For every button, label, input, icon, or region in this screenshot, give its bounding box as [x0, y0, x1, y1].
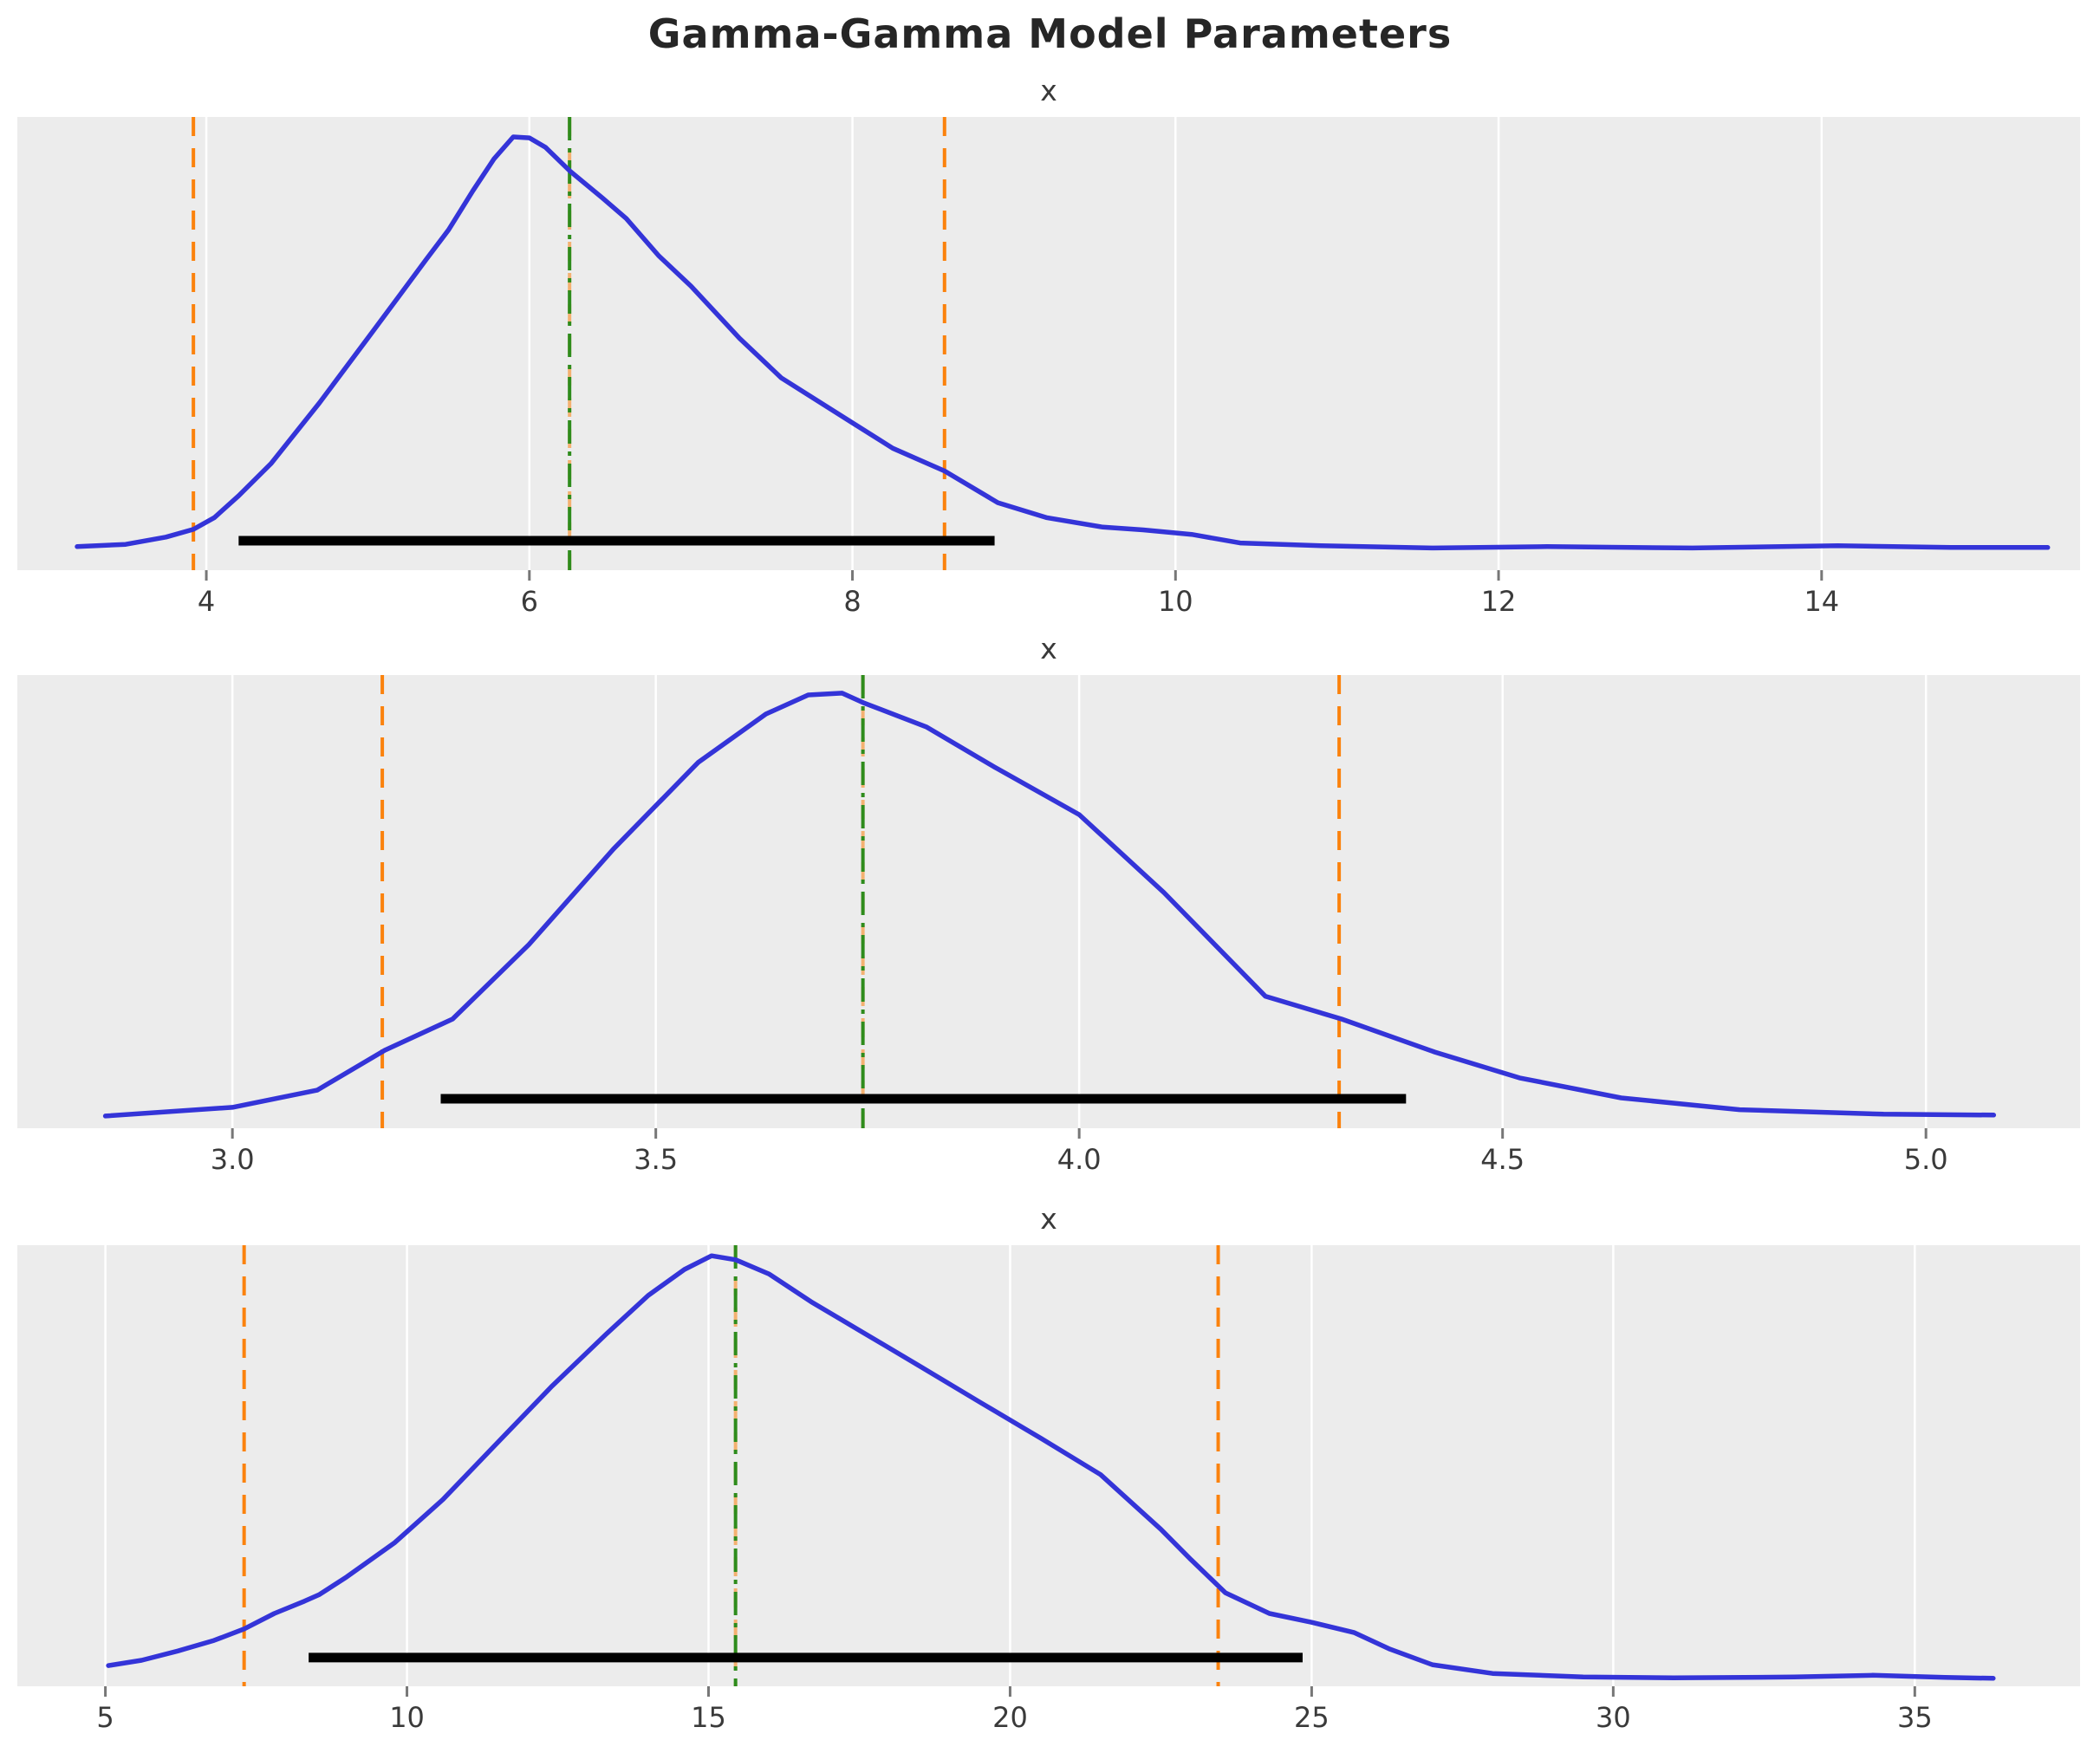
x-tick-label: 12	[1480, 585, 1517, 618]
x-tick-label: 30	[1596, 1701, 1631, 1734]
axes-background	[17, 675, 2080, 1128]
plot-area	[17, 117, 2080, 581]
x-tick-label: 3.0	[210, 1143, 255, 1176]
x-tick-label: 3.5	[634, 1143, 679, 1176]
figure-title: Gamma-Gamma Model Parameters	[647, 10, 1453, 57]
x-tick-label: 10	[389, 1701, 425, 1734]
x-tick-label: 5	[96, 1701, 114, 1734]
x-tick-label: 8	[843, 585, 861, 618]
mcmc-kde-curve	[75, 134, 2051, 551]
x-tick-label: 10	[1157, 585, 1193, 618]
x-tick-label: 20	[992, 1701, 1028, 1734]
subplot-title: x	[1040, 632, 1057, 665]
x-tick-label: 4	[197, 585, 216, 618]
axes-background	[17, 1245, 2080, 1686]
mcmc-kde-curve	[102, 691, 1997, 1119]
subplot-title: x	[1040, 74, 1057, 107]
mcmc-kde-curve	[106, 1253, 1996, 1681]
x-tick-label: 5.0	[1903, 1143, 1948, 1176]
axes-background	[17, 117, 2080, 570]
x-tick-label: 14	[1804, 585, 1840, 618]
subplot-title: x	[1040, 1202, 1057, 1236]
x-tick-label: 4.0	[1057, 1143, 1102, 1176]
x-tick-label: 25	[1294, 1701, 1330, 1734]
plot-area	[17, 1245, 2080, 1697]
x-tick-label: 4.5	[1480, 1143, 1525, 1176]
plot-area	[17, 675, 2080, 1139]
x-tick-label: 15	[691, 1701, 726, 1734]
x-tick-label: 35	[1896, 1701, 1933, 1734]
x-tick-label: 6	[520, 585, 538, 618]
